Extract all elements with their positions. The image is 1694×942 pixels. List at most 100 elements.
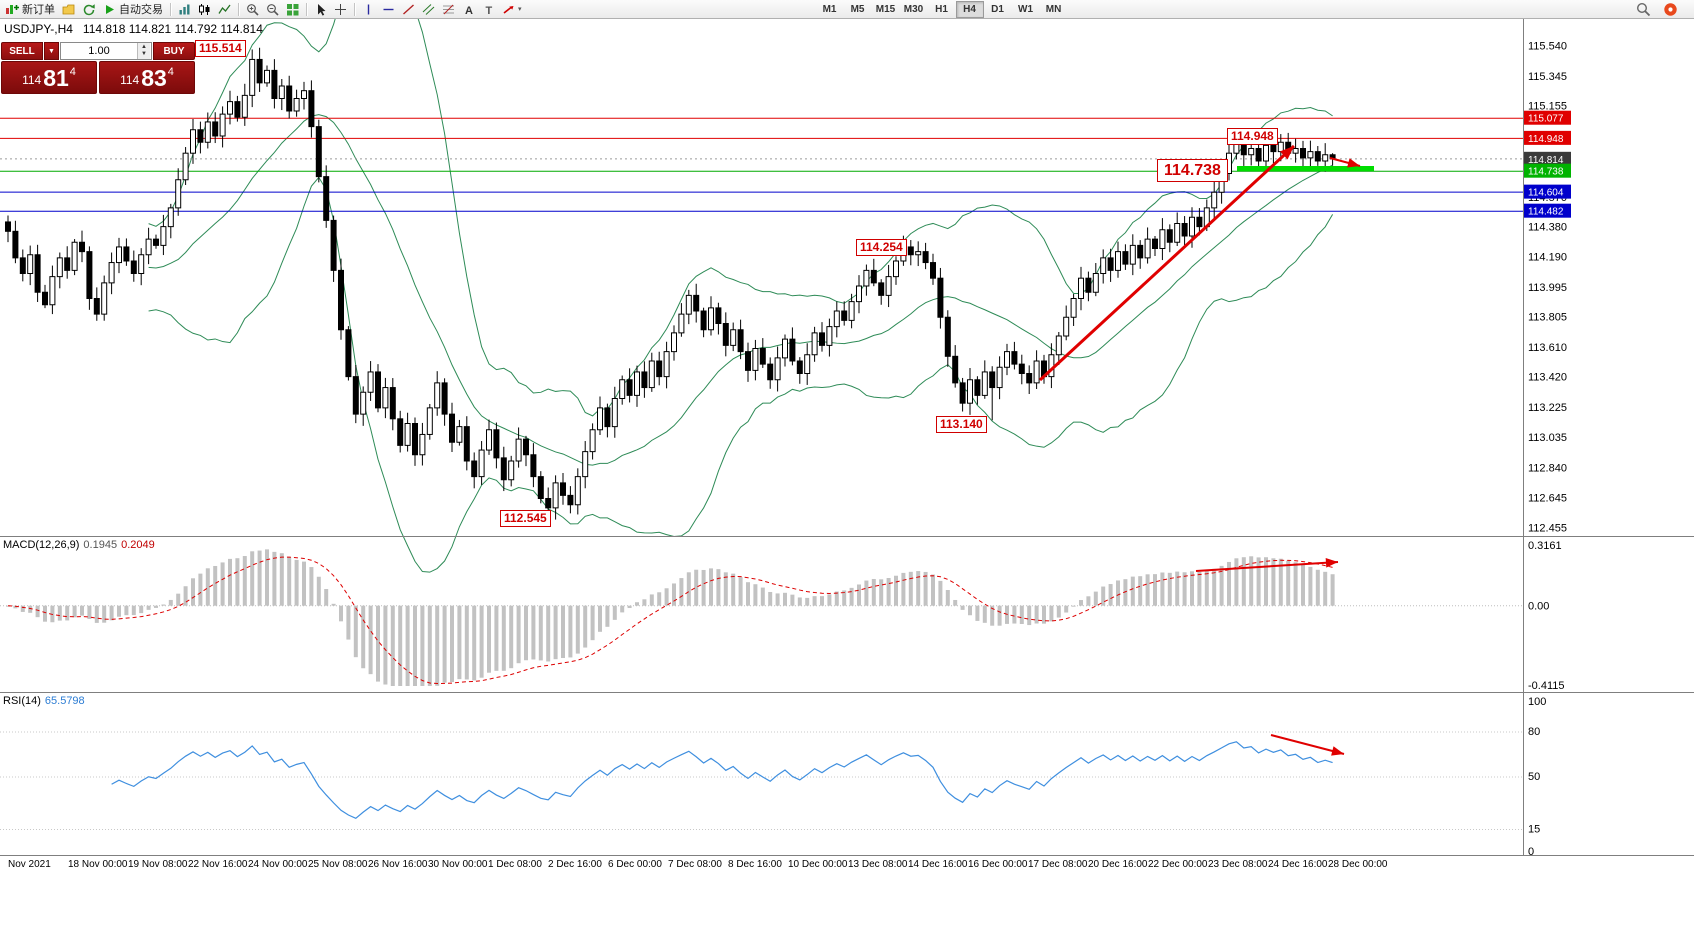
macd-signal-value: 0.2049 [121, 539, 155, 551]
timeframe-button-d1[interactable]: D1 [991, 3, 1004, 15]
chart-title-ohlc: USDJPY-,H4 114.818 114.821 114.792 114.81… [4, 22, 263, 36]
svg-text:22 Dec 00:00: 22 Dec 00:00 [1148, 859, 1208, 870]
timeframe-button-mn[interactable]: MN [1045, 3, 1062, 15]
channel-tool-button[interactable] [419, 1, 438, 17]
svg-text:6 Dec 00:00: 6 Dec 00:00 [608, 859, 662, 870]
tile-windows-button[interactable] [283, 1, 302, 17]
timeframe-button-m15[interactable]: M15 [875, 3, 896, 15]
macd-indicator-label: MACD(12,26,9) 0.1945 0.2049 [3, 539, 155, 551]
timeframe-button-m30[interactable]: M30 [903, 3, 924, 15]
arrows-tool-button[interactable]: ▾ [499, 1, 525, 17]
crosshair-button[interactable] [331, 1, 350, 17]
svg-text:115.155: 115.155 [1528, 101, 1567, 113]
fibonacci-tool-button[interactable] [439, 1, 458, 17]
toolbar: 新订单 自动交易 [0, 0, 1694, 19]
svg-text:A: A [465, 5, 473, 16]
svg-text:80: 80 [1528, 726, 1540, 738]
bid-pips: 81 [43, 65, 69, 91]
auto-trading-label: 自动交易 [119, 4, 163, 16]
candlestick-chart[interactable]: 115.540115.345115.155114.570114.380114.1… [0, 18, 1694, 942]
rsi-name: RSI(14) [3, 695, 41, 707]
svg-text:114.738: 114.738 [1528, 167, 1564, 178]
refresh-button[interactable] [79, 1, 99, 17]
svg-text:50: 50 [1528, 771, 1540, 783]
svg-text:0.3161: 0.3161 [1528, 540, 1562, 552]
svg-text:114.604: 114.604 [1528, 188, 1564, 199]
folder-icon [62, 4, 75, 14]
timeframe-button-h4[interactable]: H4 [955, 0, 984, 18]
rsi-value: 65.5798 [44, 695, 85, 707]
line-chart-button[interactable] [215, 1, 234, 17]
new-order-label: 新订单 [22, 4, 55, 16]
timeframe-button-m5[interactable]: M5 [850, 3, 865, 15]
toolbar-separator [238, 2, 239, 16]
search-icon[interactable] [1636, 2, 1651, 17]
svg-text:115.077: 115.077 [1528, 114, 1564, 125]
svg-text:113.225: 113.225 [1528, 402, 1567, 414]
svg-text:18 Nov 00:00: 18 Nov 00:00 [68, 859, 128, 870]
candlestick-chart-button[interactable] [195, 1, 214, 17]
label-tool-button[interactable]: T [479, 1, 498, 17]
auto-trading-button[interactable]: 自动交易 [100, 1, 166, 17]
svg-text:115.540: 115.540 [1528, 40, 1567, 52]
label-icon: T [486, 5, 493, 16]
svg-text:10 Dec 00:00: 10 Dec 00:00 [788, 859, 848, 870]
volume-spinner[interactable]: ▲ ▼ [137, 43, 150, 59]
svg-text:17 Dec 08:00: 17 Dec 08:00 [1028, 859, 1088, 870]
volume-input[interactable] [61, 45, 137, 57]
timeframe-button-h1[interactable]: H1 [935, 3, 948, 15]
vertical-line-tool-button[interactable] [359, 1, 378, 17]
horizontal-line-tool-button[interactable] [379, 1, 398, 17]
ask-subpip: 4 [167, 66, 174, 78]
bid-subpip: 4 [69, 66, 76, 78]
line-chart-icon [218, 4, 231, 14]
svg-text:114.380: 114.380 [1528, 222, 1567, 234]
cursor-button[interactable] [311, 1, 330, 17]
spinner-down-icon[interactable]: ▼ [141, 51, 147, 57]
svg-text:Nov 2021: Nov 2021 [8, 859, 51, 870]
text-tool-button[interactable]: A [459, 1, 478, 17]
play-icon [106, 4, 114, 14]
ask-pips: 83 [141, 65, 167, 91]
svg-text:114.948: 114.948 [1528, 134, 1564, 145]
dropdown-caret-icon: ▾ [518, 6, 522, 13]
toolbar-right-group [1636, 2, 1678, 17]
svg-text:24 Dec 16:00: 24 Dec 16:00 [1268, 859, 1328, 870]
svg-text:8 Dec 16:00: 8 Dec 16:00 [728, 859, 782, 870]
ask-price-button[interactable]: 114 83 4 [99, 61, 195, 94]
alert-icon[interactable] [1663, 2, 1678, 17]
svg-text:113.805: 113.805 [1528, 311, 1567, 323]
toolbar-separator [354, 2, 355, 16]
timeframe-button-w1[interactable]: W1 [1018, 3, 1034, 15]
chart-workspace: 115.540115.345115.155114.570114.380114.1… [0, 18, 1694, 942]
buy-button[interactable]: BUY [153, 42, 195, 60]
svg-text:114.482: 114.482 [1528, 207, 1564, 218]
svg-text:20 Dec 16:00: 20 Dec 16:00 [1088, 859, 1148, 870]
svg-text:114.190: 114.190 [1528, 251, 1567, 263]
timeframe-button-m1[interactable]: M1 [822, 3, 837, 15]
vertical-line-icon [367, 4, 370, 14]
zoom-out-icon [267, 3, 279, 16]
svg-text:113.035: 113.035 [1528, 432, 1567, 444]
chart-profiles-button[interactable] [59, 1, 78, 17]
svg-text:100: 100 [1528, 696, 1546, 708]
svg-text:28 Dec 00:00: 28 Dec 00:00 [1328, 859, 1388, 870]
sell-button[interactable]: SELL [1, 42, 43, 60]
ask-prefix: 114 [120, 73, 140, 87]
svg-text:113.610: 113.610 [1528, 342, 1567, 354]
sell-dropdown-button[interactable]: ▼ [44, 42, 59, 60]
spinner-up-icon[interactable]: ▲ [141, 44, 147, 50]
zoom-out-button[interactable] [263, 1, 282, 17]
svg-text:13 Dec 08:00: 13 Dec 08:00 [848, 859, 908, 870]
svg-text:14 Dec 16:00: 14 Dec 16:00 [908, 859, 968, 870]
svg-text:0: 0 [1528, 846, 1534, 858]
new-order-icon [6, 4, 19, 14]
trendline-tool-button[interactable] [399, 1, 418, 17]
zoom-in-button[interactable] [243, 1, 262, 17]
bid-price-button[interactable]: 114 81 4 [1, 61, 97, 94]
cursor-icon [318, 3, 326, 16]
svg-text:15: 15 [1528, 824, 1540, 836]
bar-chart-button[interactable] [175, 1, 194, 17]
new-order-button[interactable]: 新订单 [2, 1, 58, 17]
